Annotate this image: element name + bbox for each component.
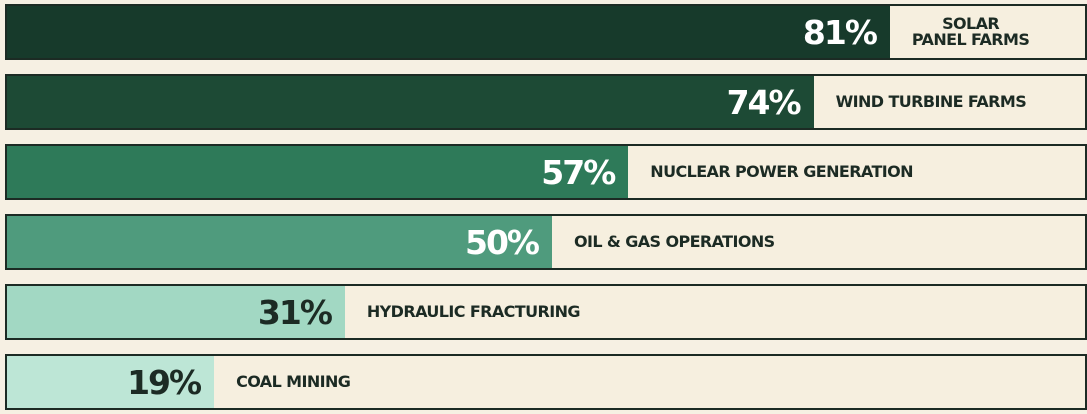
bar bbox=[7, 146, 629, 198]
value-label: 81% bbox=[802, 12, 878, 52]
bar bbox=[7, 216, 552, 268]
bar-row: 50% OIL & GAS OPERATIONS bbox=[5, 214, 1087, 270]
category-label: WIND TURBINE FARMS bbox=[835, 92, 1027, 111]
bar-row: 74% WIND TURBINE FARMS bbox=[5, 74, 1087, 130]
category-label: NUCLEAR POWER GENERATION bbox=[650, 162, 913, 181]
value-label: 50% bbox=[465, 222, 540, 262]
value-label: 74% bbox=[726, 82, 802, 122]
bar-row: 19% COAL MINING bbox=[5, 354, 1087, 410]
bar bbox=[7, 286, 345, 338]
bar bbox=[7, 6, 890, 58]
category-label: OIL & GAS OPERATIONS bbox=[574, 232, 775, 251]
bar bbox=[7, 76, 814, 128]
value-label: 19% bbox=[127, 362, 202, 402]
category-label: COAL MINING bbox=[236, 372, 351, 391]
bar-row: 57% NUCLEAR POWER GENERATION bbox=[5, 144, 1087, 200]
bar-row: 81% SOLAR PANEL FARMS bbox=[5, 4, 1087, 60]
value-label: 31% bbox=[257, 292, 333, 332]
value-label: 57% bbox=[541, 152, 616, 192]
category-label: HYDRAULIC FRACTURING bbox=[366, 302, 581, 321]
bar-row: 31% HYDRAULIC FRACTURING bbox=[5, 284, 1087, 340]
category-label: SOLAR PANEL FARMS bbox=[911, 14, 1030, 49]
bar bbox=[7, 356, 215, 408]
